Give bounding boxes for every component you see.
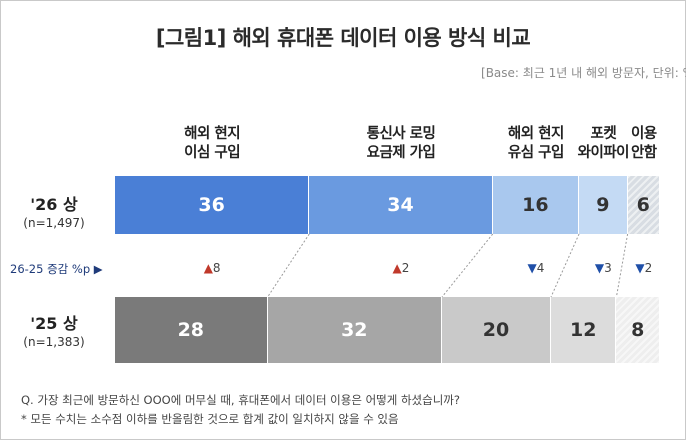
category-header-3-line2: 와이파이 — [577, 145, 630, 161]
row-label-26-year: '26 상 — [30, 195, 78, 214]
change-value-4: ▼2 — [635, 261, 652, 275]
row-label-26: '26 상 (n=1,497) — [8, 194, 100, 231]
change-number-1: 2 — [401, 261, 410, 275]
category-header-2-line2: 유심 구입 — [507, 145, 564, 161]
chart-title: [그림1] 해외 휴대폰 데이터 이용 방식 비교 — [155, 26, 531, 50]
category-header-0-line2: 이심 구입 — [184, 145, 241, 161]
connector-line-3 — [550, 233, 580, 298]
change-number-4: 2 — [644, 261, 653, 275]
change-row-label: 26-25 증감 %p ▶ — [10, 262, 103, 276]
category-header-3-line1: 포켓 — [590, 126, 617, 142]
triangle-up-icon: ▲ — [203, 261, 213, 275]
bar-26-seg-0: 36 — [115, 176, 309, 234]
triangle-down-icon: ▼ — [594, 261, 605, 275]
connector-line-4 — [615, 233, 629, 298]
row-label-25-sample: (n=1,383) — [23, 335, 85, 349]
category-header-2-line1: 해외 현지 — [507, 126, 564, 142]
change-number-0: 8 — [212, 261, 221, 275]
change-value-0: ▲8 — [204, 261, 221, 275]
connector-line-1 — [267, 233, 310, 298]
connector-line-2 — [441, 233, 494, 298]
bar-25-seg-0: 28 — [115, 297, 267, 363]
category-header-4-line1: 이용 — [630, 126, 657, 142]
change-value-2: ▼4 — [527, 261, 544, 275]
bar-25-seg-2: 20 — [442, 297, 550, 363]
category-header-0-line1: 해외 현지 — [184, 126, 241, 142]
category-header-1-line1: 통신사 로밍 — [366, 126, 436, 142]
category-header-1-line2: 요금제 가입 — [366, 145, 436, 161]
rounding-note: * 모든 수치는 소수점 이하를 반올림한 것으로 합계 값이 일치하지 않을 … — [21, 412, 399, 426]
change-number-3: 3 — [604, 261, 612, 275]
bar-26-seg-2: 16 — [492, 176, 579, 234]
question-note: Q. 가장 최근에 방문하신 OOO에 머무실 때, 휴대폰에서 데이터 이용은… — [21, 393, 460, 407]
bar-25-seg-4: 8 — [616, 297, 659, 363]
row-label-25-year: '25 상 — [30, 314, 78, 333]
bar-25-seg-1: 32 — [267, 297, 441, 363]
change-value-1: ▲2 — [393, 261, 410, 275]
category-header-4-line2: 안함 — [630, 145, 657, 161]
bar-26-seg-3: 9 — [579, 176, 627, 234]
triangle-down-icon: ▼ — [635, 261, 645, 275]
change-value-3: ▼3 — [595, 261, 612, 275]
change-row: 26-25 증감 %p ▶ ▲8 ▲2 ▼4 ▼3 ▼2 — [0, 258, 686, 280]
triangle-down-icon: ▼ — [527, 261, 537, 275]
row-label-26-sample: (n=1,497) — [23, 216, 85, 230]
row-label-25: '25 상 (n=1,383) — [8, 313, 100, 350]
bar-25-seg-3: 12 — [551, 297, 616, 363]
change-number-2: 4 — [536, 261, 545, 275]
bar-26-seg-4: 6 — [627, 176, 659, 234]
base-note: [Base: 최근 1년 내 해외 방문자, 단위: % — [481, 66, 686, 80]
bar-26-seg-1: 34 — [309, 176, 492, 234]
triangle-up-icon: ▲ — [392, 261, 402, 275]
